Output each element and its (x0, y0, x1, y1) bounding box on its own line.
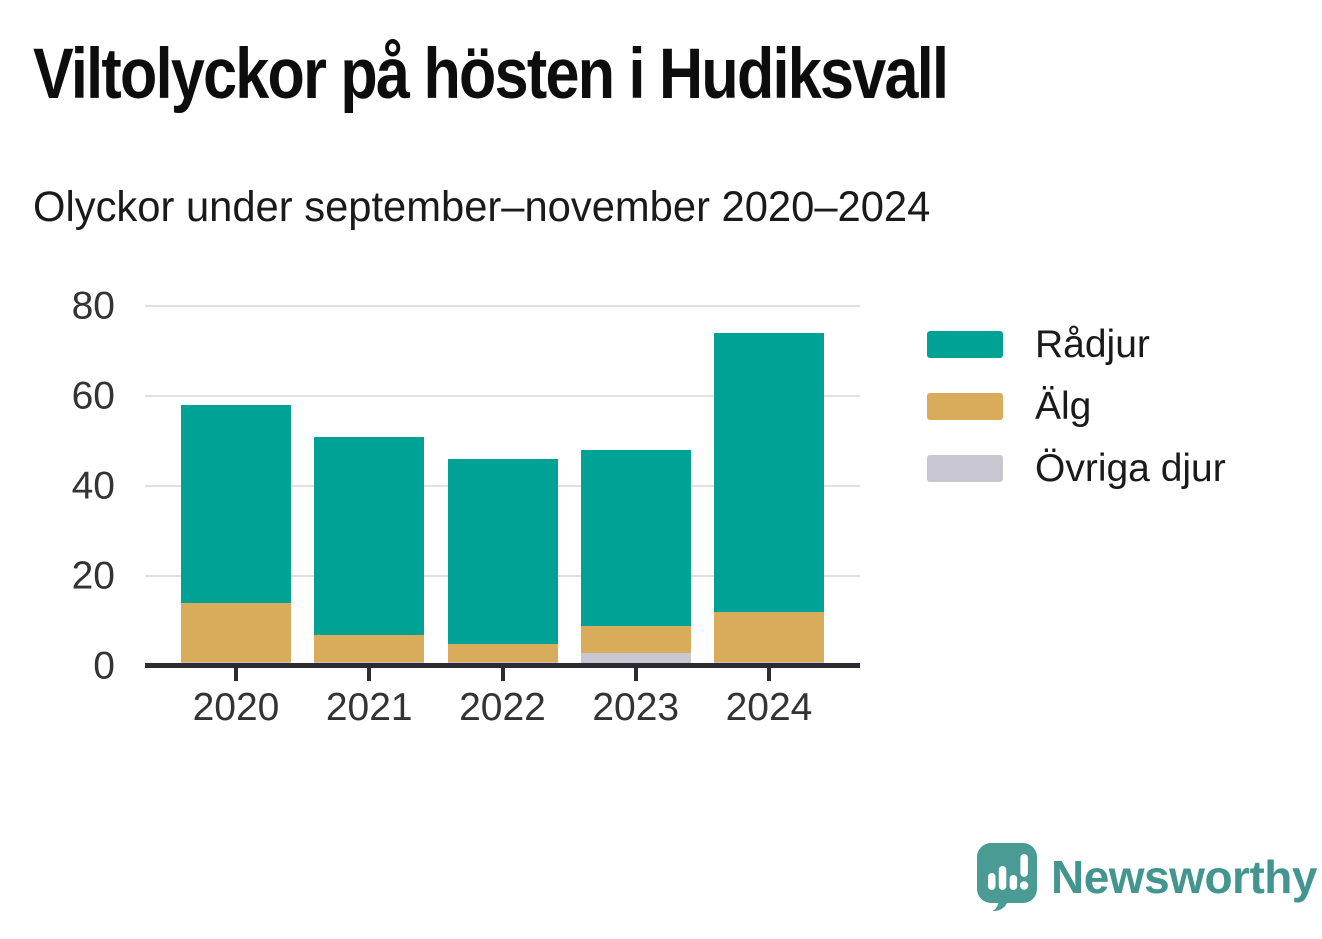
newsworthy-wordmark: Newsworthy (1051, 851, 1317, 903)
x-tick (367, 668, 372, 681)
bar-segment-älg (580, 625, 691, 653)
y-tick-label: 0 (93, 644, 115, 688)
y-tick-label: 80 (71, 284, 115, 328)
y-tick-label: 60 (71, 374, 115, 418)
bar-segment-rådjur (314, 436, 425, 635)
bar-segment-älg (181, 603, 291, 662)
gridline (145, 305, 860, 307)
chart-subtitle: Olyckor under september–november 2020–20… (33, 183, 931, 231)
bar-segment-rådjur (447, 459, 558, 644)
x-tick (234, 668, 238, 681)
legend-swatch (927, 455, 1003, 482)
legend-swatch (927, 393, 1003, 420)
bar-segment-älg (714, 612, 824, 662)
y-tick-label: 20 (71, 554, 115, 598)
x-tick (633, 668, 638, 681)
bar-segment-älg (447, 643, 558, 662)
bar-segment-rådjur (181, 405, 291, 603)
legend-item: Rådjur (927, 325, 1226, 364)
newsworthy-logo: Newsworthy (977, 843, 1317, 911)
bar-segment-älg (314, 634, 425, 662)
bar-segment-övriga-djur (580, 652, 691, 666)
bar-segment-rådjur (580, 450, 691, 626)
y-tick-label: 40 (71, 464, 115, 508)
x-tick-label: 2022 (459, 686, 546, 729)
x-tick-label: 2020 (192, 686, 280, 729)
chart-title: Viltolyckor på hösten i Hudiksvall (33, 35, 949, 114)
x-tick-label: 2023 (592, 686, 680, 729)
x-tick-label: 2021 (325, 686, 413, 729)
legend-label: Övriga djur (1035, 447, 1226, 490)
bar-segment-rådjur (714, 333, 824, 612)
x-tick (767, 668, 771, 681)
x-tick (500, 668, 505, 681)
legend-item: Övriga djur (927, 449, 1226, 488)
x-tick-label: 2024 (725, 686, 813, 729)
legend-swatch (927, 331, 1003, 358)
legend: Rådjur Älg Övriga djur (927, 325, 1226, 517)
legend-label: Rådjur (1035, 323, 1150, 366)
legend-item: Älg (927, 387, 1226, 426)
newsworthy-bubble-chart-icon (977, 843, 1037, 911)
legend-label: Älg (1035, 385, 1092, 428)
gridline (145, 395, 860, 397)
x-axis-line (145, 663, 860, 668)
